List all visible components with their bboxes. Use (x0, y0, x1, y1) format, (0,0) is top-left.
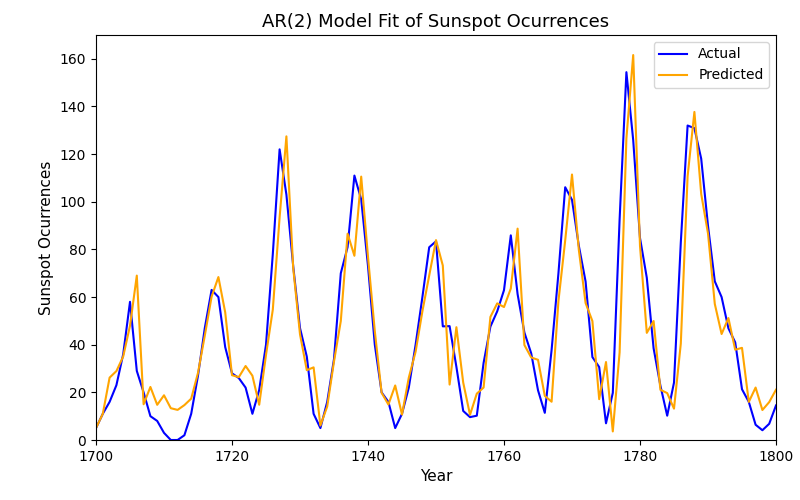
Actual (506, 232, 515, 238)
Actual (268, 251, 278, 257)
Actual (608, 390, 618, 396)
Line: Actual: Actual (96, 72, 776, 440)
Actual (771, 402, 781, 408)
Actual (574, 242, 583, 248)
Predicted (608, 428, 618, 434)
Actual (166, 437, 175, 443)
Predicted (139, 402, 149, 407)
Actual (91, 425, 101, 431)
Actual (139, 390, 149, 396)
Predicted (602, 359, 611, 365)
Legend: Actual, Predicted: Actual, Predicted (654, 42, 769, 88)
X-axis label: Year: Year (420, 470, 452, 484)
Predicted (404, 374, 414, 380)
Actual (622, 69, 631, 75)
Predicted (771, 386, 781, 392)
Predicted (499, 304, 509, 310)
Y-axis label: Sunspot Ocurrences: Sunspot Ocurrences (39, 160, 54, 314)
Title: AR(2) Model Fit of Sunspot Ocurrences: AR(2) Model Fit of Sunspot Ocurrences (262, 12, 610, 30)
Line: Predicted: Predicted (96, 55, 776, 432)
Predicted (567, 172, 577, 177)
Predicted (261, 352, 270, 358)
Predicted (91, 425, 101, 431)
Predicted (628, 52, 638, 58)
Actual (411, 342, 421, 347)
